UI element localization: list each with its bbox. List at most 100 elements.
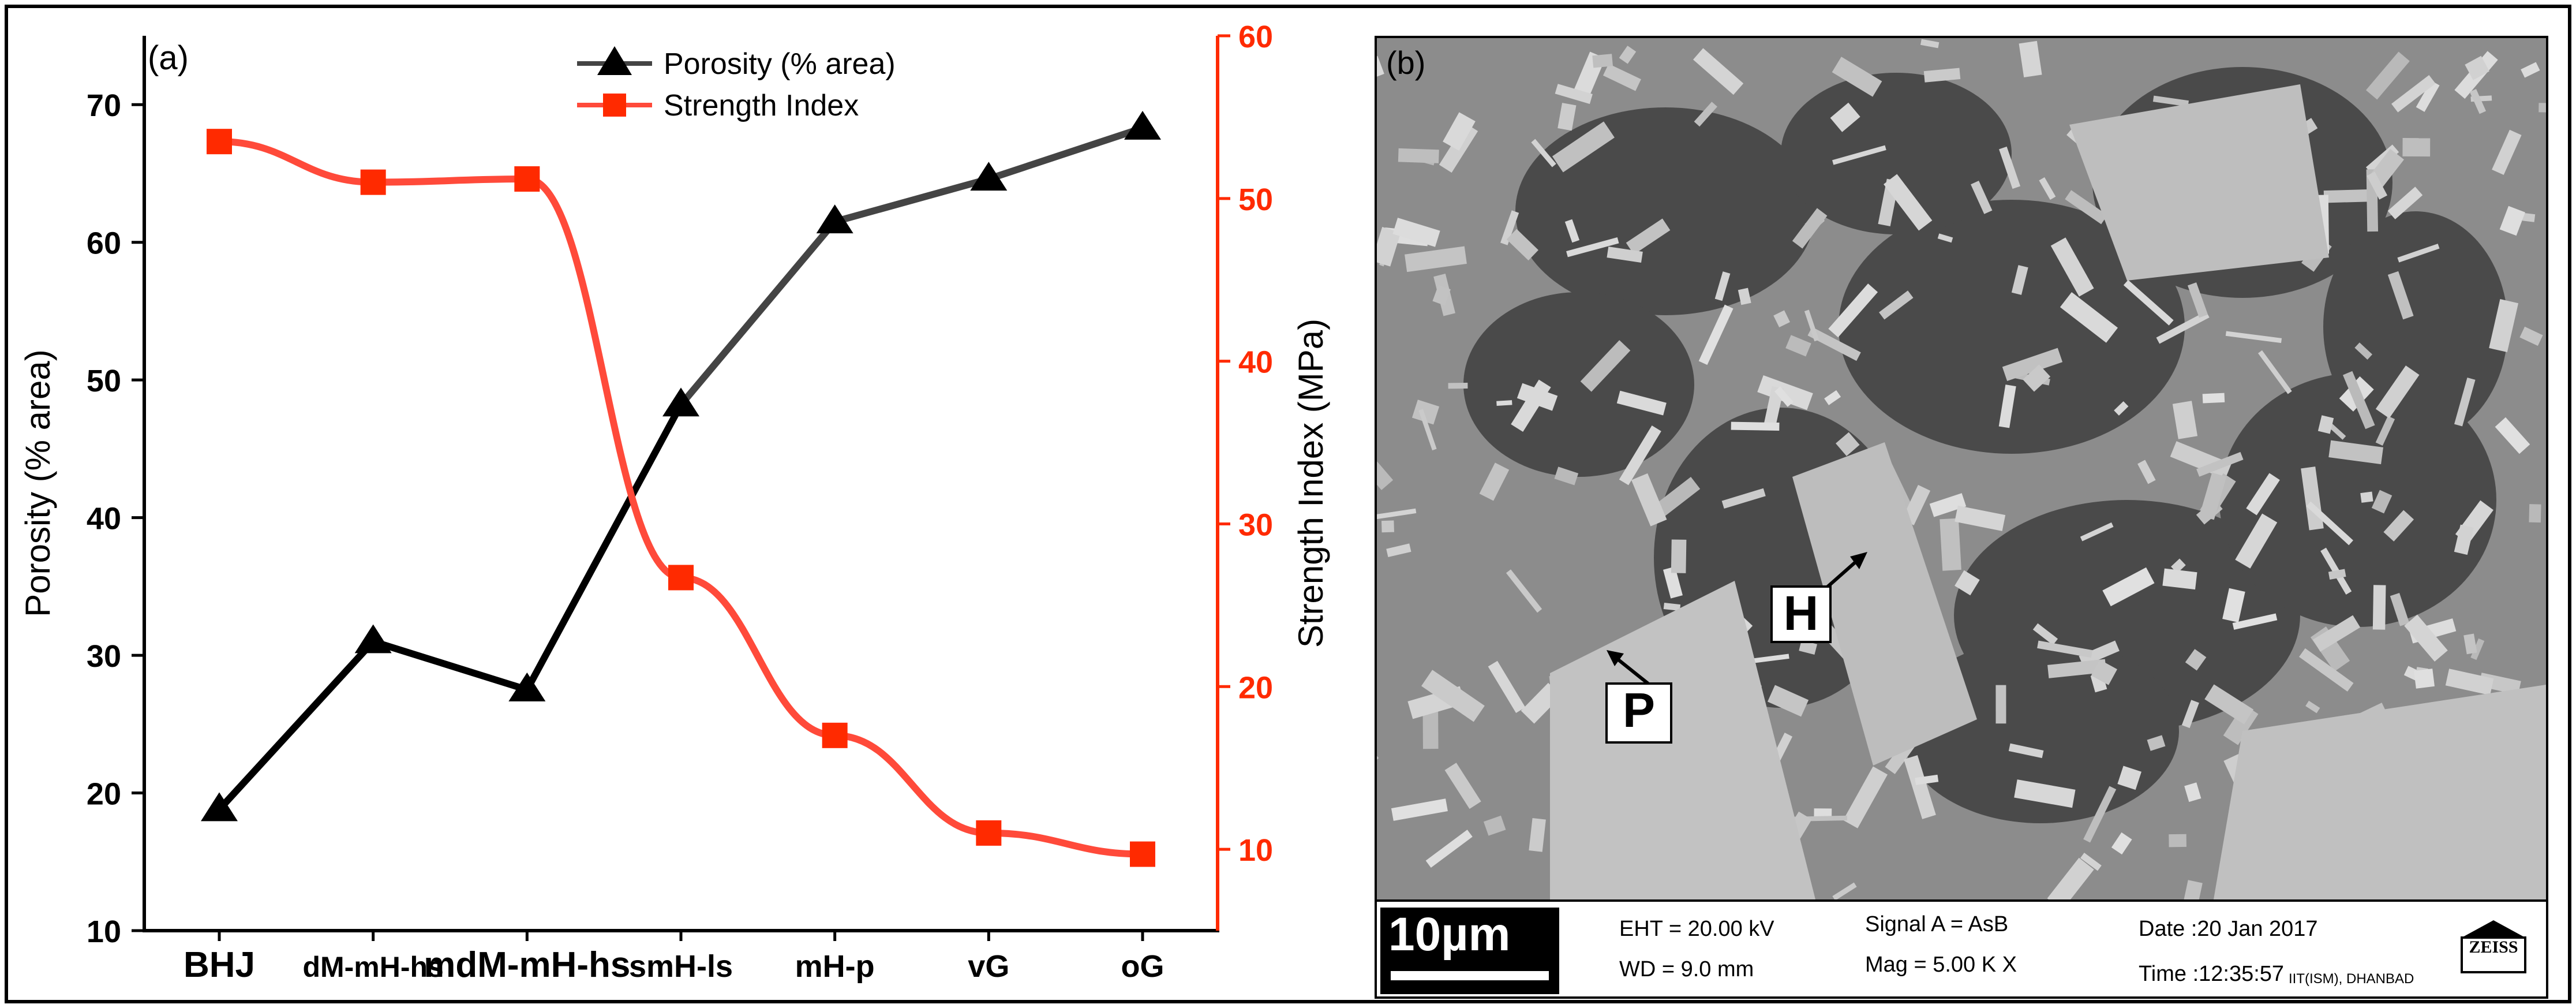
sem-crystal xyxy=(2328,569,2346,580)
sem-pore-region xyxy=(1781,73,2012,234)
sem-date: Date :20 Jan 2017 xyxy=(2139,917,2318,941)
sem-crystal xyxy=(2445,669,2494,696)
y-left-tick-label: 20 xyxy=(87,777,121,812)
sem-crystal xyxy=(2499,206,2525,236)
sem-crystal xyxy=(2328,440,2384,465)
sem-crystal xyxy=(2454,377,2476,427)
sem-crystal xyxy=(2463,633,2477,655)
porosity-point xyxy=(662,387,699,417)
porosity-line-segment xyxy=(372,638,529,693)
sem-crystal xyxy=(1830,102,1860,132)
sem-crystal xyxy=(2102,567,2155,607)
y-left-axis-title: Porosity (% area) xyxy=(18,349,57,617)
sem-crystal xyxy=(2246,473,2280,516)
sem-institution: IIT(ISM), DHANBAD xyxy=(2289,971,2414,987)
sem-crystal xyxy=(2037,640,2093,658)
sem-crystal xyxy=(2204,684,2254,725)
sem-crystal xyxy=(2235,513,2278,569)
y-right-tick-label: 40 xyxy=(1238,345,1273,380)
sem-crystal xyxy=(2367,171,2388,200)
sem-crystal xyxy=(2117,766,2141,790)
legend-porosity-label: Porosity (% area) xyxy=(664,47,896,81)
sem-wd: WD = 9.0 mm xyxy=(1619,957,1754,981)
sem-crystal xyxy=(2372,585,2386,630)
sem-crystal xyxy=(1377,227,1401,267)
sem-crystal xyxy=(2454,524,2474,555)
sem-crystal xyxy=(1555,84,1593,104)
strength-index-point xyxy=(207,129,232,155)
sem-crystal xyxy=(1377,508,1417,522)
sem-crystal xyxy=(2538,103,2546,113)
chart-a: 10 20 30 40 50 60 70 10 20 30 40 50 60 BHJ dM-mH-hsmdM… xyxy=(18,20,1330,985)
sem-crystal xyxy=(1995,685,2006,724)
sem-crystal xyxy=(2222,588,2245,623)
sem-crystal xyxy=(2402,137,2431,157)
sem-annotation-h: H xyxy=(1770,585,1832,643)
sem-crystal xyxy=(2397,244,2440,263)
sem-crystal xyxy=(1377,461,1394,490)
sem-crystal xyxy=(1671,539,1687,573)
sem-crystal xyxy=(2156,311,2210,344)
sem-crystal xyxy=(1580,340,1631,392)
sem-crystal xyxy=(1929,493,1967,517)
sem-crystal xyxy=(1768,685,1809,717)
sem-arrow-h-head xyxy=(1850,552,1867,569)
sem-crystal xyxy=(1496,400,1512,406)
sem-crystal xyxy=(2365,51,2410,100)
sem-crystal xyxy=(2171,558,2186,573)
y-right-tick-label: 30 xyxy=(1238,507,1273,542)
sem-crystal xyxy=(1832,145,1886,165)
sem-crystal xyxy=(1391,798,1448,821)
y-left-tick-label: 60 xyxy=(87,226,121,261)
y-left-tick-label: 30 xyxy=(87,639,121,674)
sem-crystal xyxy=(2079,640,2120,667)
sem-crystal xyxy=(1564,219,1580,243)
sem-crystal xyxy=(2080,853,2102,871)
sem-crystal xyxy=(1602,64,1641,91)
sem-crystal xyxy=(1843,766,1888,828)
sem-crystal xyxy=(2047,659,2107,678)
sem-crystal xyxy=(1557,103,1577,131)
sem-crystal xyxy=(2091,659,2117,685)
sem-crystal xyxy=(1698,304,1733,365)
sem-crystal xyxy=(2050,237,2094,297)
sem-crystal xyxy=(2060,292,2118,343)
sem-crystal xyxy=(1785,335,1811,357)
sem-crystal xyxy=(2114,401,2129,416)
sem-crystal xyxy=(2529,504,2541,523)
sem-crystal xyxy=(1694,102,1717,127)
sem-crystal xyxy=(1774,386,1794,407)
sem-crystal xyxy=(1955,505,2006,531)
sem-crystal xyxy=(1937,233,1953,243)
porosity-line-segment xyxy=(678,219,838,407)
sem-crystal xyxy=(2187,282,2208,318)
sem-crystal xyxy=(1663,566,1683,599)
sem-crystal xyxy=(1443,112,1476,151)
sem-crystal xyxy=(1592,54,1613,68)
sem-crystal xyxy=(1616,390,1667,416)
sem-crystal xyxy=(2137,460,2156,484)
sem-crystal xyxy=(2465,55,2489,80)
sem-pore-region xyxy=(1839,200,2185,454)
sem-crystal xyxy=(1405,246,1467,272)
strength-index-point xyxy=(360,169,386,195)
sem-crystal xyxy=(2176,880,2203,899)
sem-hematite-grain xyxy=(1792,442,1977,766)
sem-crystal xyxy=(2299,648,2354,692)
sem-crystal xyxy=(2469,89,2487,114)
strength-index-point xyxy=(514,166,540,192)
strength-index-line xyxy=(219,138,1143,858)
sem-crystal xyxy=(1448,382,1468,389)
sem-crystal xyxy=(2416,80,2440,112)
sem-crystal xyxy=(1807,327,1861,361)
sem-crystal xyxy=(2404,614,2448,662)
y-left-tick-label: 50 xyxy=(87,364,121,398)
sem-crystal xyxy=(1731,421,1780,431)
sem-crystal xyxy=(2387,271,2414,320)
sem-crystal xyxy=(1381,520,1394,533)
sem-crystal xyxy=(1421,670,1485,722)
sem-crystal xyxy=(1693,48,1744,95)
sem-crystal xyxy=(2080,522,2114,542)
sem-signal: Signal A = AsB xyxy=(1865,912,2009,936)
sem-info-bar: 10µm EHT = 20.00 kV WD = 9.0 mm Signal A… xyxy=(1377,899,2546,996)
